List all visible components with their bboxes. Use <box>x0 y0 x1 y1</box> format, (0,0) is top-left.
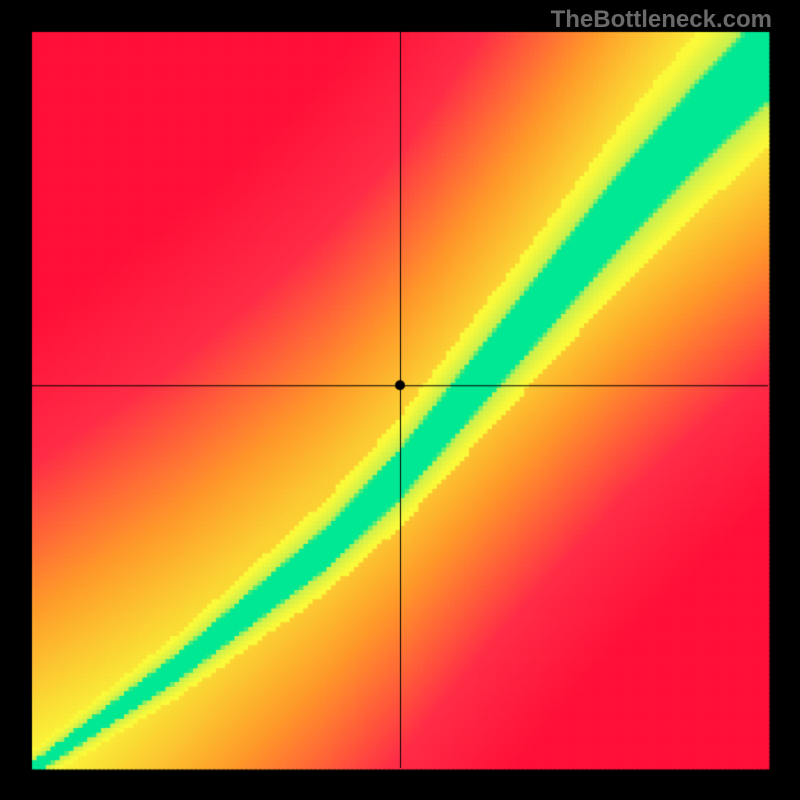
watermark-text: TheBottleneck.com <box>551 6 772 34</box>
bottleneck-heatmap <box>0 0 800 800</box>
chart-container: TheBottleneck.com <box>0 0 800 800</box>
